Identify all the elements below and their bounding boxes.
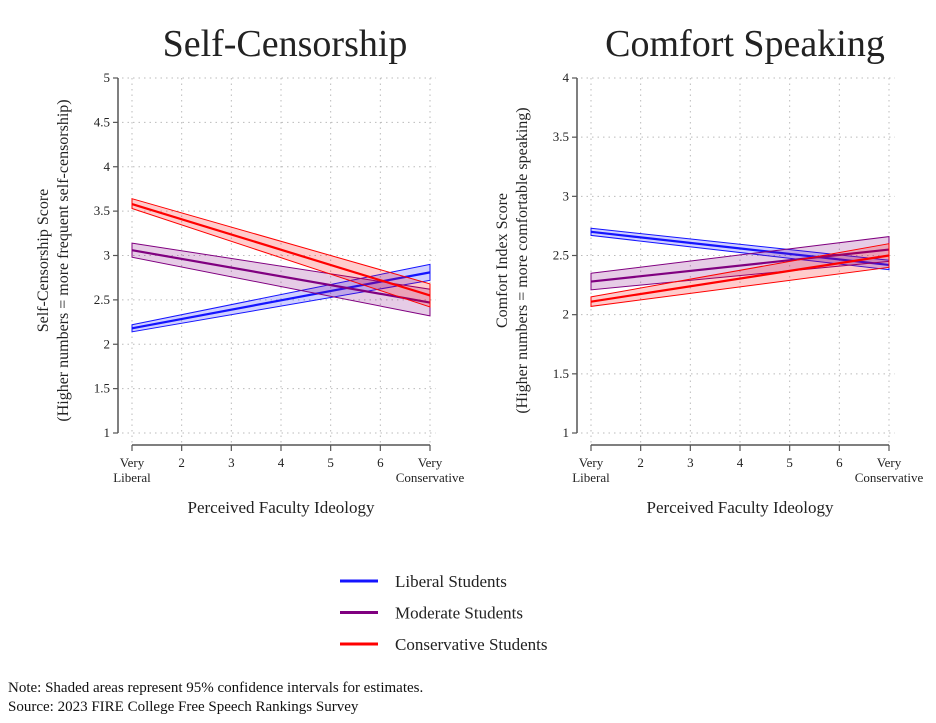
x-axis-label: Perceived Faculty Ideology: [188, 498, 375, 517]
series-line-moderate: [131, 249, 431, 304]
y-tick-label: 2: [104, 336, 111, 351]
x-tick-label: 2: [637, 455, 644, 470]
y-axis-label: (Higher numbers = more frequent self-cen…: [55, 99, 72, 421]
y-tick-label: 3.5: [94, 203, 110, 218]
x-tick-label: 3: [228, 455, 235, 470]
y-axis-label: (Higher numbers = more comfortable speak…: [514, 107, 531, 413]
y-tick-label: 2: [563, 307, 570, 322]
y-tick-label: 2.5: [553, 248, 569, 263]
chart-title: Self-Censorship: [163, 23, 408, 65]
y-tick-label: 5: [104, 70, 111, 85]
x-tick-label: Very: [120, 455, 145, 470]
chart-title: Comfort Speaking: [605, 23, 885, 65]
y-tick-label: 4: [104, 159, 111, 174]
x-tick-label: 6: [377, 455, 384, 470]
legend: Liberal Students Moderate Students Conserv…: [340, 572, 548, 654]
legend-label-liberal: Liberal Students: [395, 572, 507, 591]
comfort-speaking-chart: Comfort Speaking11.522.533.54VeryLiberal…: [494, 23, 924, 517]
x-tick-label: Very: [877, 455, 902, 470]
series-line-liberal: [590, 230, 890, 267]
y-tick-label: 2.5: [94, 292, 110, 307]
y-tick-label: 1.5: [94, 381, 110, 396]
y-tick-label: 1: [563, 425, 570, 440]
y-tick-label: 4.5: [94, 114, 110, 129]
x-tick-label: 4: [737, 455, 744, 470]
x-tick-label: 5: [327, 455, 334, 470]
legend-label-conservative: Conservative Students: [395, 635, 548, 654]
x-tick-label: Very: [418, 455, 443, 470]
x-tick-label: Conservative: [855, 470, 924, 485]
x-tick-label: Very: [579, 455, 604, 470]
x-tick-label: 2: [178, 455, 185, 470]
y-tick-label: 1.5: [553, 366, 569, 381]
y-axis-label: Comfort Index Score: [494, 193, 511, 328]
x-tick-label: Liberal: [572, 470, 610, 485]
source-text: Source: 2023 FIRE College Free Speech Ra…: [8, 699, 359, 715]
y-tick-label: 3: [104, 248, 111, 263]
series-line-moderate: [590, 248, 890, 283]
y-tick-label: 1: [104, 425, 111, 440]
series-line-conservative: [131, 202, 431, 297]
x-tick-label: Conservative: [396, 470, 465, 485]
y-tick-label: 3.5: [553, 129, 569, 144]
y-tick-label: 3: [563, 188, 570, 203]
note-text: Note: Shaded areas represent 95% confide…: [8, 680, 424, 696]
y-tick-label: 4: [563, 70, 570, 85]
y-axis-label: Self-Censorship Score: [35, 189, 52, 333]
x-tick-label: Liberal: [113, 470, 151, 485]
series-line-conservative: [590, 254, 890, 303]
x-tick-label: 6: [836, 455, 843, 470]
x-tick-label: 4: [278, 455, 285, 470]
x-tick-label: 5: [786, 455, 793, 470]
legend-label-moderate: Moderate Students: [395, 604, 523, 623]
x-tick-label: 3: [687, 455, 694, 470]
x-axis-label: Perceived Faculty Ideology: [647, 498, 834, 517]
self-censorship-chart: Self-Censorship11.522.533.544.55VeryLibe…: [35, 23, 465, 517]
